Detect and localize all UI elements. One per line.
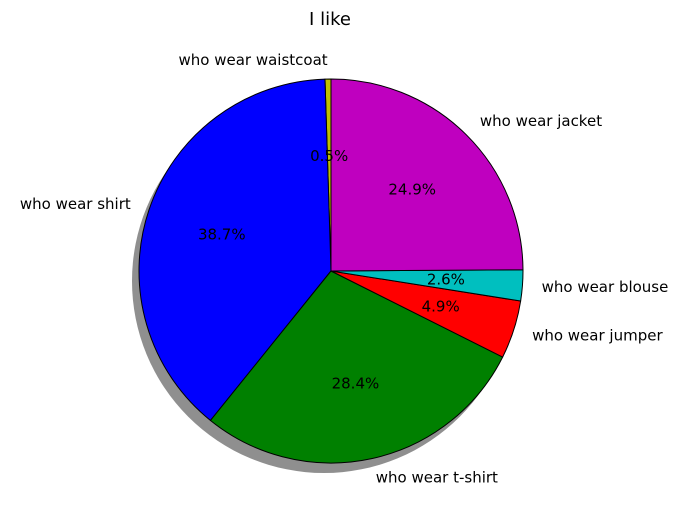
pie-percent-labels: 0.5% 38.7% 28.4% 4.9% 2.6% 24.9% <box>198 147 465 393</box>
pie-percent-who-wear-blouse: 2.6% <box>427 271 465 289</box>
pie-percent-who-wear-jumper: 4.9% <box>422 297 460 315</box>
pie-category-labels: who wear waistcoat who wear shirt who wear… <box>20 51 668 487</box>
pie-label-who-wear-waistcoat: who wear waistcoat <box>179 51 328 69</box>
pie-label-who-wear-jumper: who wear jumper <box>532 327 663 345</box>
pie-slice-who-wear-t-shirt <box>209 270 504 464</box>
pie-slices <box>138 78 524 464</box>
pie-label-who-wear-shirt: who wear shirt <box>20 195 131 213</box>
pie-slice-who-wear-shirt <box>138 78 332 421</box>
pie-percent-who-wear-t-shirt: 28.4% <box>332 375 380 393</box>
pie-percent-who-wear-jacket: 24.9% <box>388 180 436 198</box>
pie-percent-who-wear-shirt: 38.7% <box>198 225 246 243</box>
pie-slice-who-wear-jacket <box>330 78 524 272</box>
pie-label-who-wear-blouse: who wear blouse <box>542 278 669 296</box>
pie-percent-who-wear-waistcoat: 0.5% <box>310 147 348 165</box>
pie-label-who-wear-t-shirt: who wear t-shirt <box>376 468 498 486</box>
chart-title: I like <box>309 9 351 30</box>
pie-label-who-wear-jacket: who wear jacket <box>480 112 602 130</box>
